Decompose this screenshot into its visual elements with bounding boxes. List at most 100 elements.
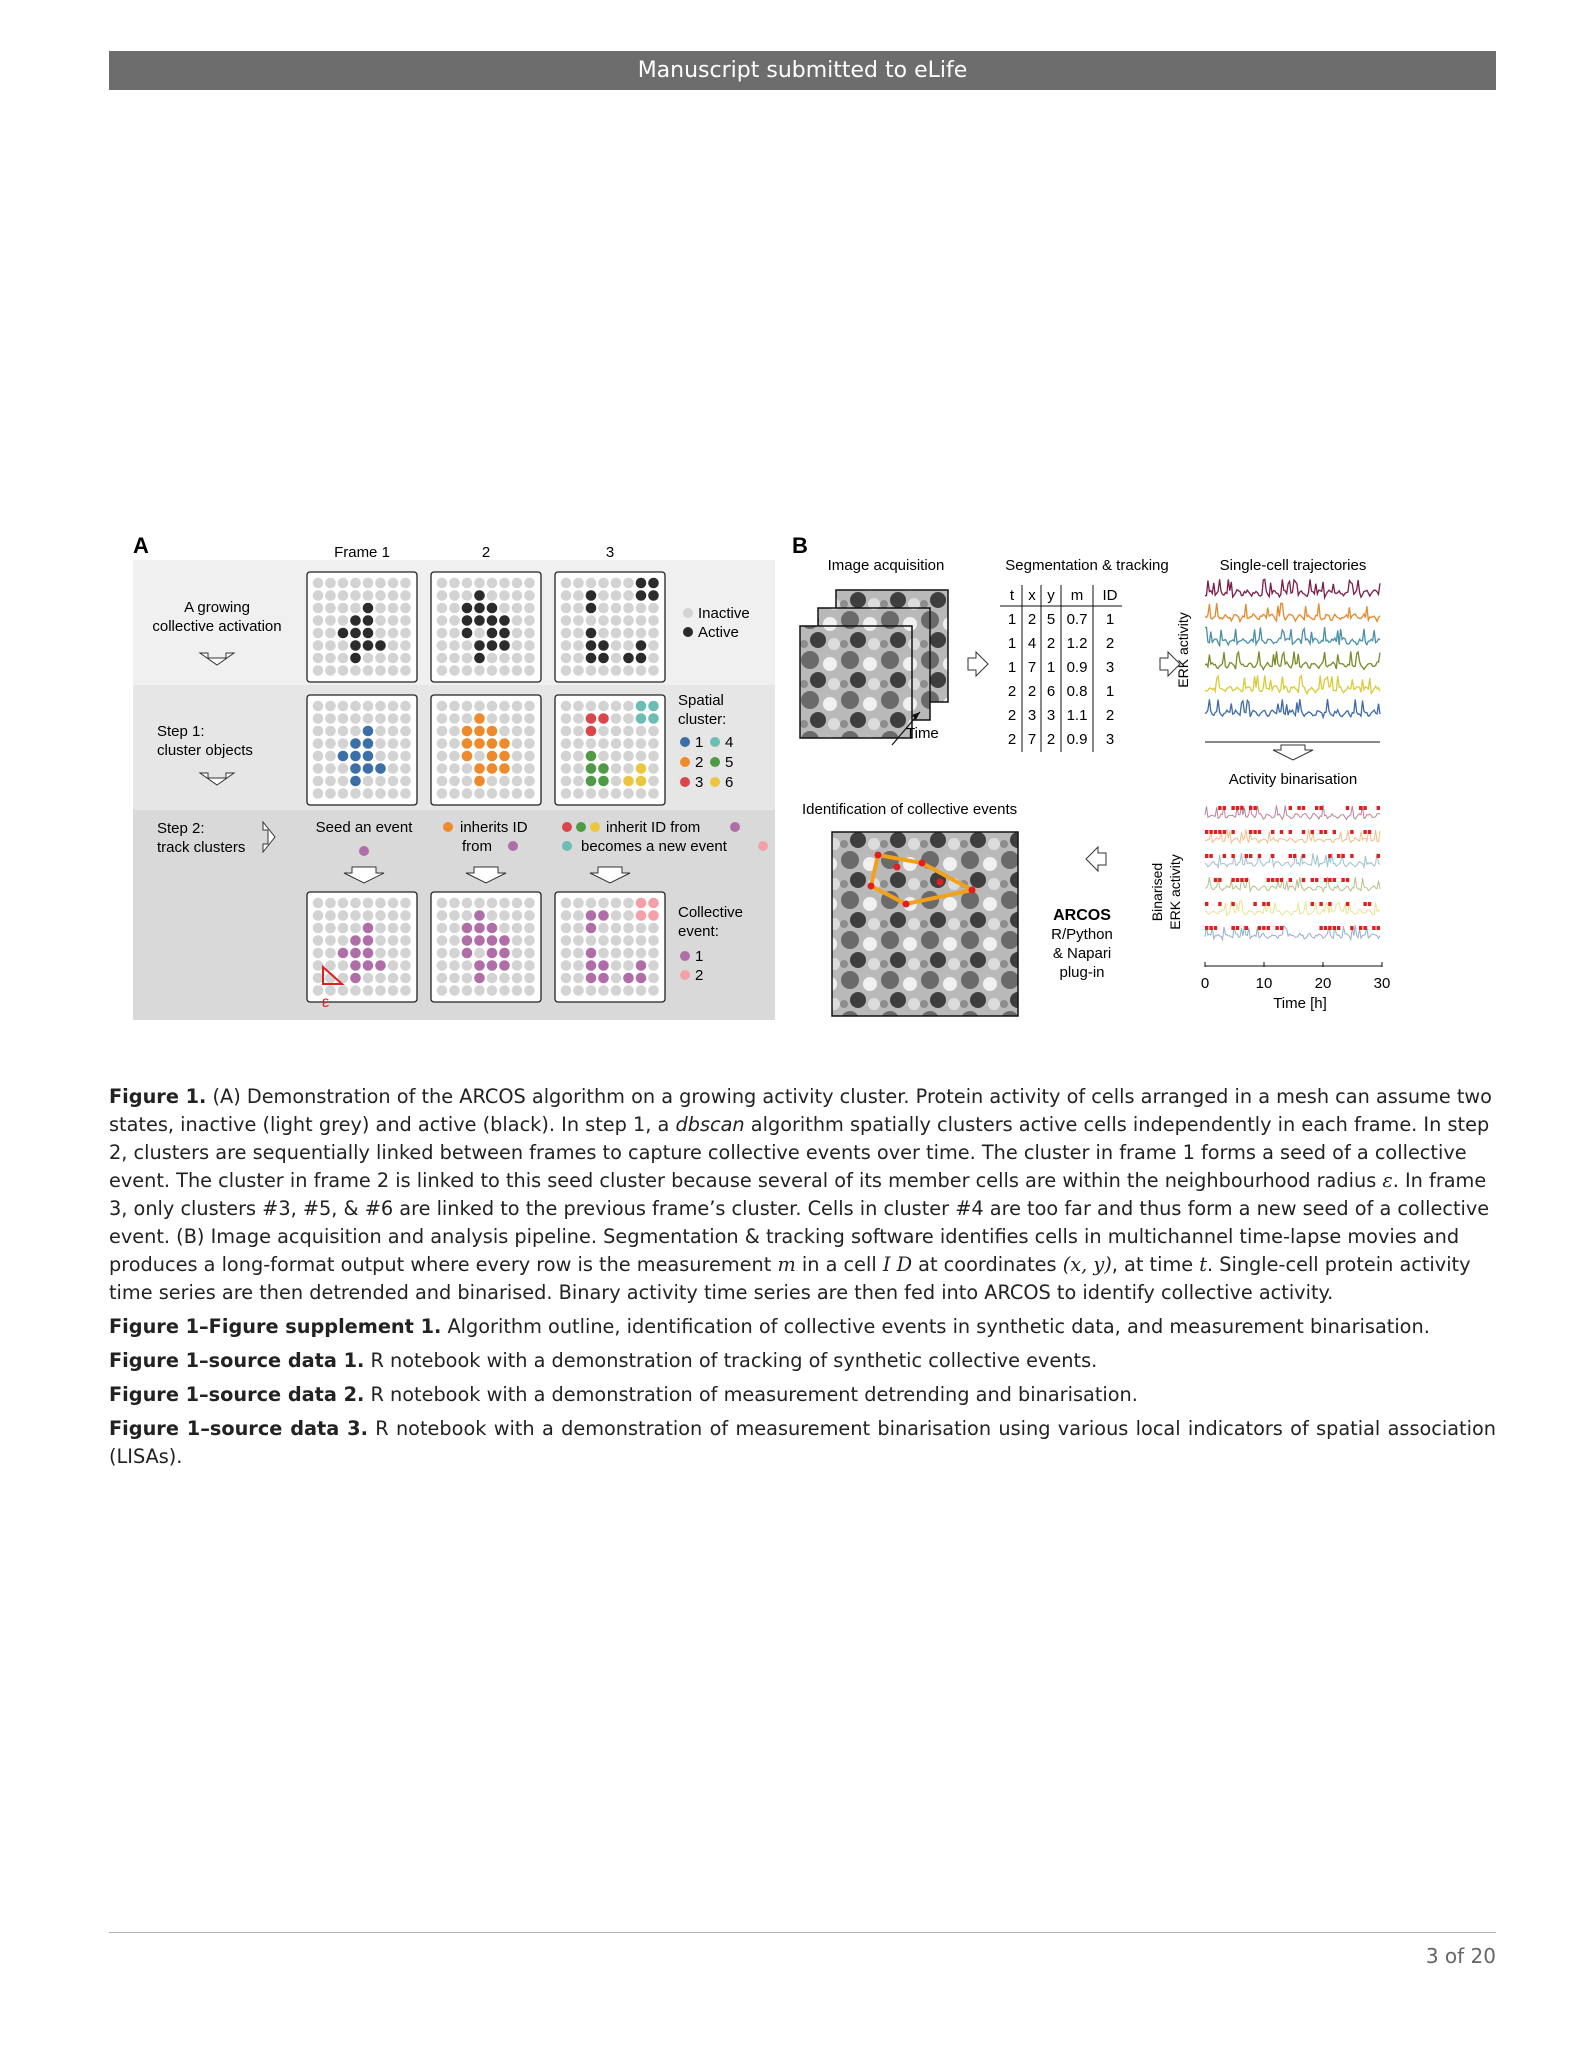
grid-cell [312, 935, 324, 946]
grid-cell [486, 763, 498, 774]
down-arrow-icon [1272, 744, 1314, 761]
grid-cell [461, 652, 473, 664]
grid-cell [362, 652, 374, 664]
grid-cell [387, 738, 399, 749]
grid-cell [560, 665, 572, 676]
grid-cell [400, 935, 411, 946]
grid-cell [511, 652, 523, 664]
binarised-trace-line [1204, 900, 1381, 918]
grid-cell [312, 985, 324, 996]
cluster-legend-dot [680, 777, 690, 787]
grid-cell [623, 577, 634, 589]
grid-cell [337, 788, 349, 799]
spatial-cluster-title-1: Spatial [678, 692, 724, 709]
binarised-active-mark [1332, 878, 1336, 882]
grid-cell [623, 640, 634, 651]
grid-cell [499, 627, 510, 639]
binarised-active-mark [1288, 854, 1292, 858]
grid-cell [499, 665, 510, 676]
grid-cell [436, 897, 448, 909]
binarised-active-mark [1323, 830, 1328, 834]
grid-cell [486, 590, 498, 601]
grid-cell [648, 725, 659, 737]
binarised-active-mark [1310, 878, 1314, 882]
grid-cell [474, 577, 485, 589]
inherit-dot-6 [590, 822, 600, 832]
binarised-active-mark [1359, 926, 1363, 930]
inherit-from-event-dot [730, 822, 740, 832]
grid-cell [325, 763, 336, 774]
grid-cell [461, 738, 473, 749]
binarised-active-mark [1209, 830, 1213, 834]
grid-cell [362, 960, 374, 971]
right-arrow-icon [262, 820, 276, 854]
grid-cell [623, 985, 634, 996]
binarised-active-mark [1310, 902, 1314, 906]
grid-cell [337, 960, 349, 971]
grid-cell [436, 935, 448, 946]
table-header-cell: ID [1103, 587, 1118, 604]
grid-cell [400, 700, 411, 712]
grid-cell [598, 947, 609, 959]
binarised-active-mark [1345, 806, 1350, 810]
grid-cell [436, 775, 448, 787]
grid-cell [610, 775, 622, 787]
grid-cell [524, 602, 535, 614]
grid-cell [610, 910, 622, 921]
down-arrow-icon [589, 866, 631, 884]
grid-cell [375, 615, 386, 626]
binarised-active-mark [1337, 854, 1341, 858]
grid-cell [337, 577, 349, 589]
table-cell: 1 [1106, 611, 1114, 628]
grid-cell [312, 910, 324, 921]
source-data-2: Figure 1–source data 2. R notebook with … [109, 1381, 1496, 1409]
grid-cell [524, 700, 535, 712]
grid-cell [325, 738, 336, 749]
down-arrow-icon [198, 652, 236, 666]
grid-cell [312, 897, 324, 909]
grid-cell [573, 615, 584, 626]
grid-cell [585, 775, 597, 787]
event-cell-point [936, 878, 944, 886]
table-cell: 1 [1008, 611, 1016, 628]
grid-cell [511, 775, 523, 787]
grid-cell [499, 700, 510, 712]
grid-cell [312, 960, 324, 971]
tracking-table: t x y m ID1 2 5 0.7 11 4 2 1.2 21 7 1 0.9 32 2 6 0.8 12 3 3 1.1… [1000, 585, 1122, 752]
grid-cell [436, 725, 448, 737]
grid-cell [635, 725, 647, 737]
grid-cell [610, 960, 622, 971]
inherits-text-2: from [462, 838, 492, 855]
grid-cell [350, 700, 361, 712]
table-header-cell: y [1047, 587, 1055, 604]
table-header-cell: m [1071, 587, 1084, 604]
table-cell: 5 [1047, 611, 1055, 628]
segmentation-title: Segmentation & tracking [1005, 557, 1168, 574]
cell-grid-frame [554, 571, 666, 683]
grid-cell [436, 947, 448, 959]
grid-cell [573, 750, 584, 762]
grid-cell [461, 922, 473, 934]
grid-cell [486, 788, 498, 799]
grid-cell [648, 750, 659, 762]
grid-cell [325, 910, 336, 921]
grid-cell [474, 935, 485, 946]
binarised-active-mark [1363, 902, 1367, 906]
grid-cell [623, 960, 634, 971]
grid-cell [449, 590, 460, 601]
grid-cell [560, 947, 572, 959]
binarised-active-mark [1350, 926, 1354, 930]
trajectory-line [1204, 698, 1381, 720]
event-cell-point [968, 886, 976, 894]
binarised-active-mark [1218, 830, 1222, 834]
grid-cell [585, 627, 597, 639]
grid-cell [560, 615, 572, 626]
grid-cell [325, 652, 336, 664]
trajectories-title: Single-cell trajectories [1220, 557, 1367, 574]
grid-cell [400, 922, 411, 934]
caption-math: ε [1382, 1169, 1393, 1192]
grid-cell [375, 738, 386, 749]
grid-cell [499, 985, 510, 996]
time-axis-tick-label: 0 [1201, 975, 1209, 992]
grid-cell [400, 713, 411, 724]
